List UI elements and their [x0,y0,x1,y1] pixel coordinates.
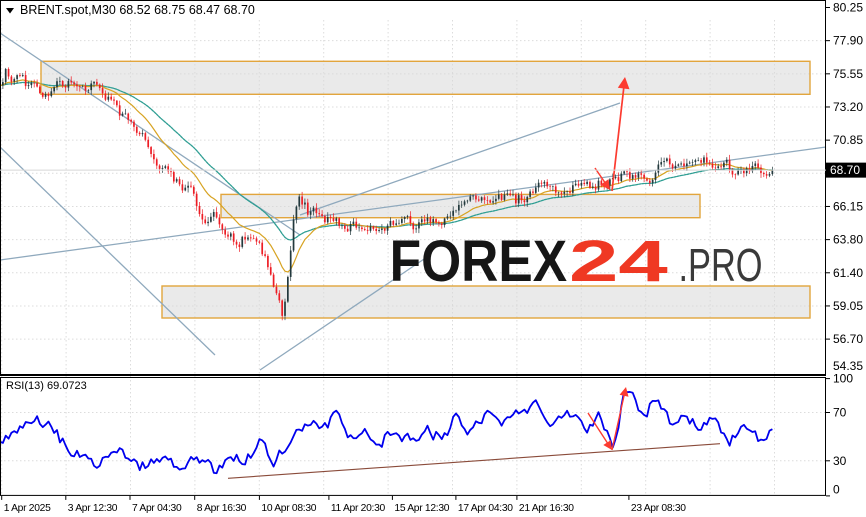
svg-text:.PRO: .PRO [679,239,763,291]
svg-text:59.05: 59.05 [833,299,863,313]
svg-text:75.55: 75.55 [833,67,863,81]
svg-text:73.20: 73.20 [833,100,863,114]
svg-text:3 Apr 12:30: 3 Apr 12:30 [68,503,118,514]
svg-text:63.80: 63.80 [833,233,863,247]
svg-text:80.25: 80.25 [833,1,863,15]
svg-text:21 Apr 16:30: 21 Apr 16:30 [519,503,574,514]
svg-text:FOREX: FOREX [390,229,568,294]
svg-text:100: 100 [833,372,853,386]
svg-text:77.90: 77.90 [833,34,863,48]
svg-text:7 Apr 04:30: 7 Apr 04:30 [132,503,182,514]
svg-text:24: 24 [569,229,668,294]
svg-text:10 Apr 08:30: 10 Apr 08:30 [261,503,316,514]
svg-text:68.70: 68.70 [830,163,860,177]
svg-text:BRENT.spot,M30 68.52 68.75 68: BRENT.spot,M30 68.52 68.75 68.47 68.70 [20,3,255,17]
svg-text:RSI(13) 69.0723: RSI(13) 69.0723 [6,380,87,392]
svg-text:11 Apr 20:30: 11 Apr 20:30 [331,503,386,514]
svg-text:56.70: 56.70 [833,332,863,346]
svg-text:30: 30 [833,454,847,468]
svg-text:0: 0 [833,482,840,496]
svg-text:1 Apr 2025: 1 Apr 2025 [4,503,51,514]
svg-text:23 Apr 08:30: 23 Apr 08:30 [631,503,686,514]
svg-text:70.85: 70.85 [833,133,863,147]
svg-text:61.40: 61.40 [833,266,863,280]
svg-text:8 Apr 16:30: 8 Apr 16:30 [197,503,247,514]
svg-text:15 Apr 12:30: 15 Apr 12:30 [394,503,449,514]
svg-text:17 Apr 04:30: 17 Apr 04:30 [458,503,513,514]
svg-text:66.15: 66.15 [833,199,863,213]
svg-text:70: 70 [833,406,847,420]
